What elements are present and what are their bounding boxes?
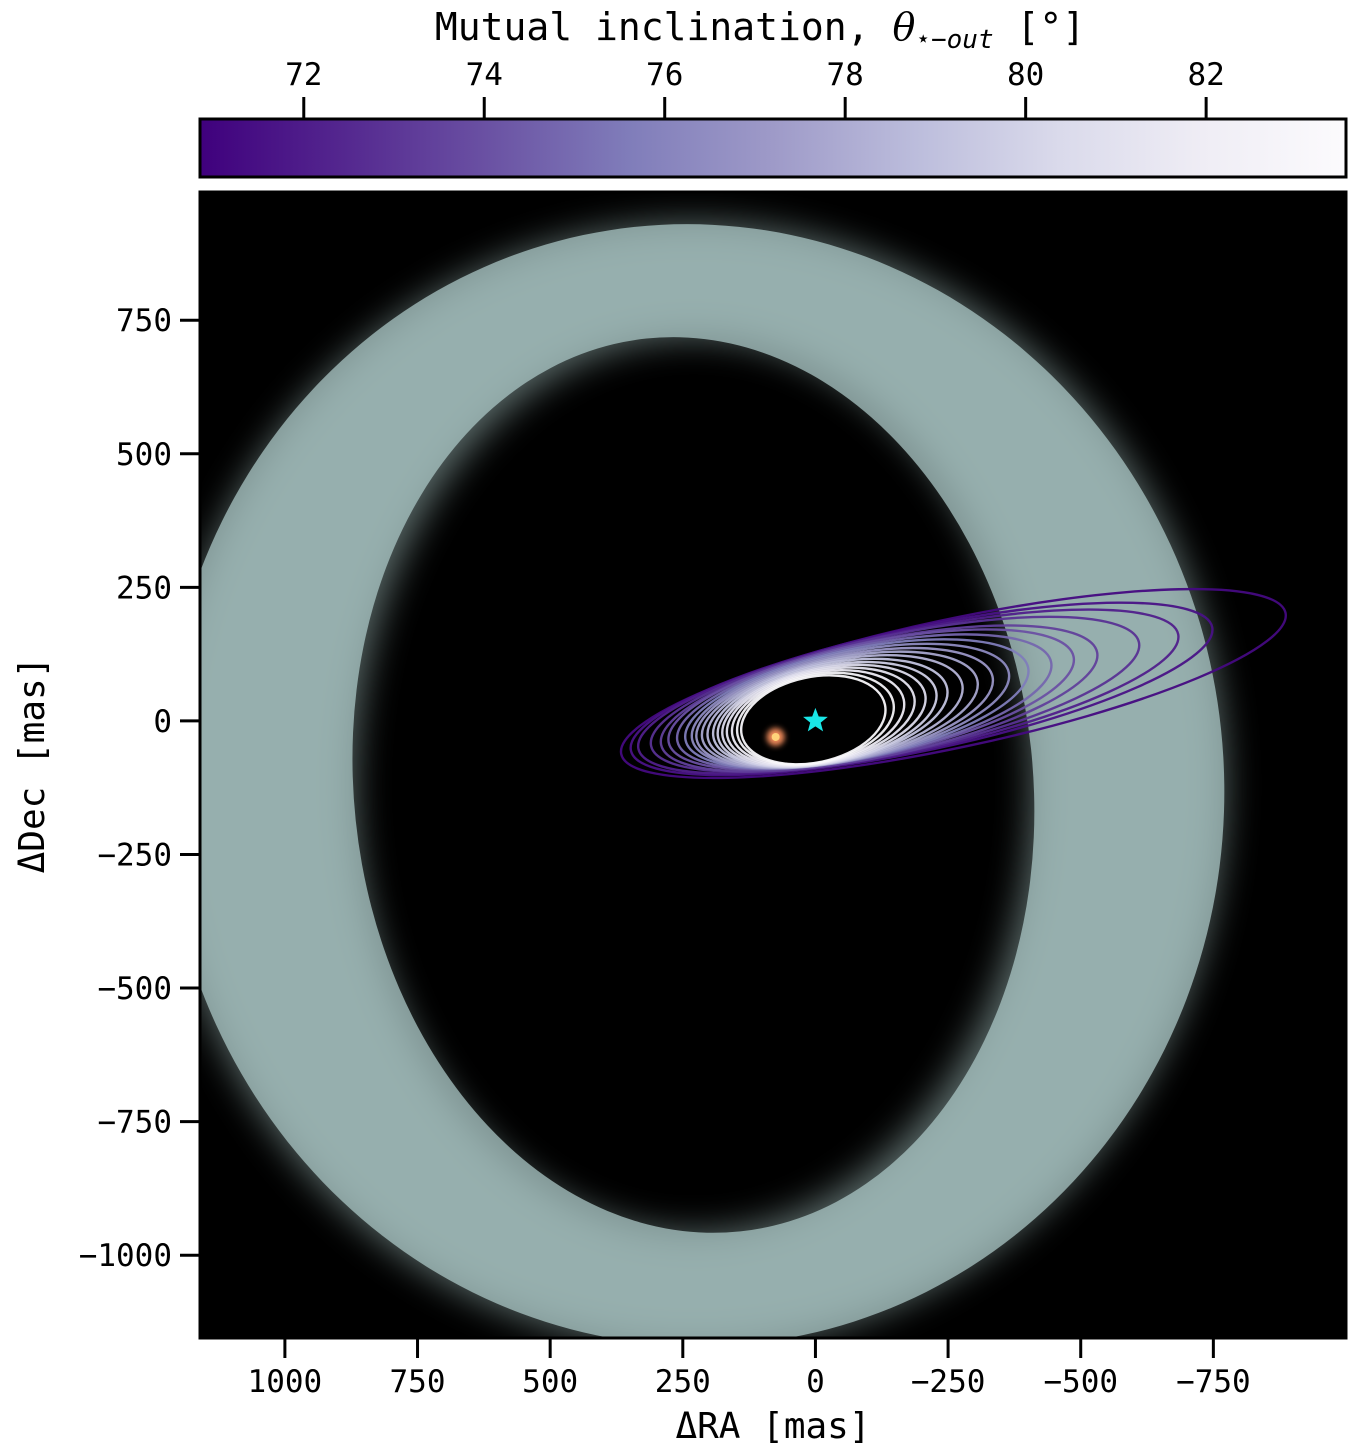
plot-frame bbox=[198, 190, 1348, 1340]
x-tick-label: 750 bbox=[390, 1364, 446, 1400]
colorbar-tick-label: 76 bbox=[646, 57, 683, 93]
colorbar-tick-label: 80 bbox=[1007, 57, 1044, 93]
star-marker bbox=[803, 707, 828, 732]
y-tick-label: −250 bbox=[97, 837, 172, 873]
y-tick-label: −750 bbox=[97, 1105, 172, 1141]
colorbar-title-unit: [°] bbox=[994, 5, 1086, 49]
colorbar-ticks: 72 74 76 78 80 82 bbox=[285, 57, 1225, 119]
colorbar-bar bbox=[198, 117, 1348, 179]
x-tick-label: 0 bbox=[806, 1364, 825, 1400]
colorbar-tick-label: 82 bbox=[1187, 57, 1224, 93]
y-tick-label: 0 bbox=[153, 704, 172, 740]
colorbar-title-symbol: θ bbox=[892, 5, 915, 49]
y-tick-label: −500 bbox=[97, 971, 172, 1007]
x-tick-label: 1000 bbox=[248, 1364, 323, 1400]
plot-area: 1000 750 500 250 0 −250 −500 −750 750 500 250 0 −25… bbox=[12, 190, 1348, 1447]
x-tick-label: −250 bbox=[911, 1364, 986, 1400]
colorbar-tick-label: 78 bbox=[827, 57, 864, 93]
colorbar-tick-label: 72 bbox=[285, 57, 322, 93]
x-tick-label: −500 bbox=[1043, 1364, 1118, 1400]
orbit-track bbox=[619, 587, 1287, 780]
colorbar-tick-label: 74 bbox=[466, 57, 503, 93]
orbit-track bbox=[739, 674, 887, 766]
y-tick-label: −1000 bbox=[79, 1238, 172, 1274]
y-tick-label: 500 bbox=[116, 437, 172, 473]
x-axis-ticks: 1000 750 500 250 0 −250 −500 −750 bbox=[248, 1338, 1251, 1400]
colorbar-title-text: Mutual inclination, bbox=[435, 5, 893, 49]
markers bbox=[766, 694, 842, 747]
x-tick-label: −750 bbox=[1176, 1364, 1251, 1400]
orbit-track bbox=[629, 601, 1214, 777]
colorbar-title-subscript: ⋆−out bbox=[915, 25, 993, 55]
y-tick-label: 250 bbox=[116, 570, 172, 606]
x-axis-title: ΔRA [mas] bbox=[675, 1406, 870, 1447]
companion-marker bbox=[771, 732, 780, 741]
orbit-tracks bbox=[619, 587, 1287, 780]
x-tick-label: 500 bbox=[522, 1364, 578, 1400]
colorbar-title: Mutual inclination, θ⋆−out [°] bbox=[435, 5, 1085, 55]
y-axis-title: ΔDec [mas] bbox=[12, 657, 53, 874]
colorbar: 72 74 76 78 80 82 Mutual inclination, θ⋆−out … bbox=[198, 5, 1348, 179]
y-axis-ticks: 750 500 250 0 −250 −500 −750 −1000 bbox=[79, 303, 200, 1274]
disk-image bbox=[200, 192, 1280, 1338]
y-tick-label: 750 bbox=[116, 303, 172, 339]
x-tick-label: 250 bbox=[655, 1364, 711, 1400]
disk-ring bbox=[200, 192, 1280, 1338]
